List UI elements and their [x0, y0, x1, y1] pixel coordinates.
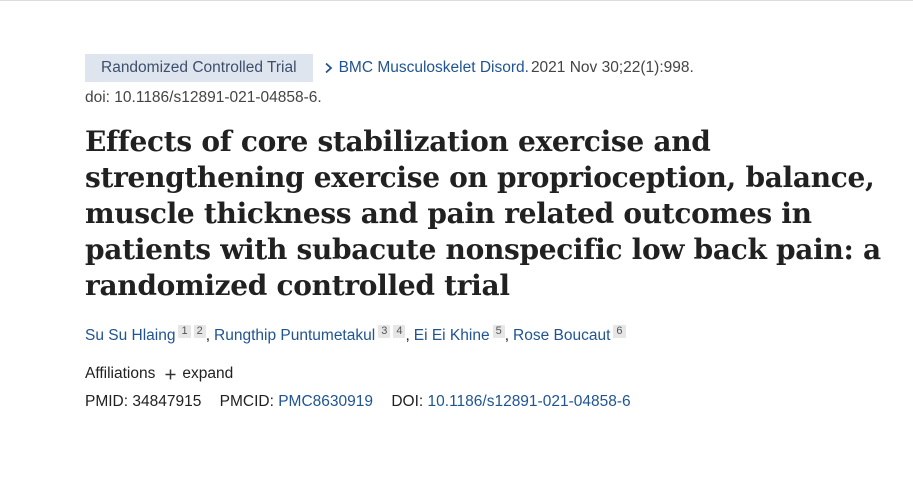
chevron-right-icon — [324, 62, 334, 74]
affiliation-ref[interactable]: 1 — [178, 325, 191, 338]
plus-icon — [165, 369, 176, 380]
affiliation-ref[interactable]: 6 — [613, 325, 626, 338]
affiliation-ref[interactable]: 4 — [393, 325, 406, 338]
doi-line: doi: 10.1186/s12891-021-04858-6. — [85, 89, 322, 106]
doi-label: DOI: — [391, 393, 424, 410]
doi-link[interactable]: 10.1186/s12891-021-04858-6 — [427, 393, 631, 410]
identifiers-row: PMID: 34847915 PMCID: PMC8630919 DOI: 10… — [85, 390, 885, 414]
pmcid-link[interactable]: PMC8630919 — [278, 393, 374, 410]
affiliations-row: Affiliations expand — [85, 362, 885, 386]
author-separator: , — [504, 327, 510, 344]
author-separator: , — [405, 327, 410, 344]
citation-details: 2021 Nov 30;22(1):998. — [530, 59, 694, 76]
affiliation-ref[interactable]: 5 — [492, 325, 505, 338]
pmid-value: 34847915 — [132, 393, 202, 410]
affiliation-ref[interactable]: 3 — [378, 325, 391, 338]
author-separator: , — [205, 327, 211, 344]
journal-link[interactable]: BMC Musculoskelet Disord. — [338, 59, 529, 76]
author-link[interactable]: Rungthip Puntumetakul — [214, 327, 376, 344]
authors-list: Su Su Hlaing 1 2, Rungthip Puntumetakul 3 4, E… — [85, 324, 885, 348]
top-divider — [0, 0, 913, 1]
citation-line: Randomized Controlled Trial BMC Musculos… — [85, 54, 885, 82]
expand-affiliations-button[interactable]: expand — [165, 362, 233, 386]
article-header: Randomized Controlled Trial BMC Musculos… — [85, 54, 885, 414]
expand-label: expand — [182, 365, 234, 382]
affiliations-label: Affiliations — [85, 365, 156, 382]
article-title: Effects of core stabilization exercise a… — [85, 125, 881, 302]
pmid-label: PMID: — [85, 393, 129, 410]
pmcid-label: PMCID: — [219, 393, 274, 410]
author-link[interactable]: Rose Boucaut — [513, 327, 611, 344]
affiliation-ref[interactable]: 2 — [193, 325, 206, 338]
article-type-badge: Randomized Controlled Trial — [85, 54, 313, 82]
author-link[interactable]: Ei Ei Khine — [413, 327, 490, 344]
author-link[interactable]: Su Su Hlaing — [85, 327, 176, 344]
